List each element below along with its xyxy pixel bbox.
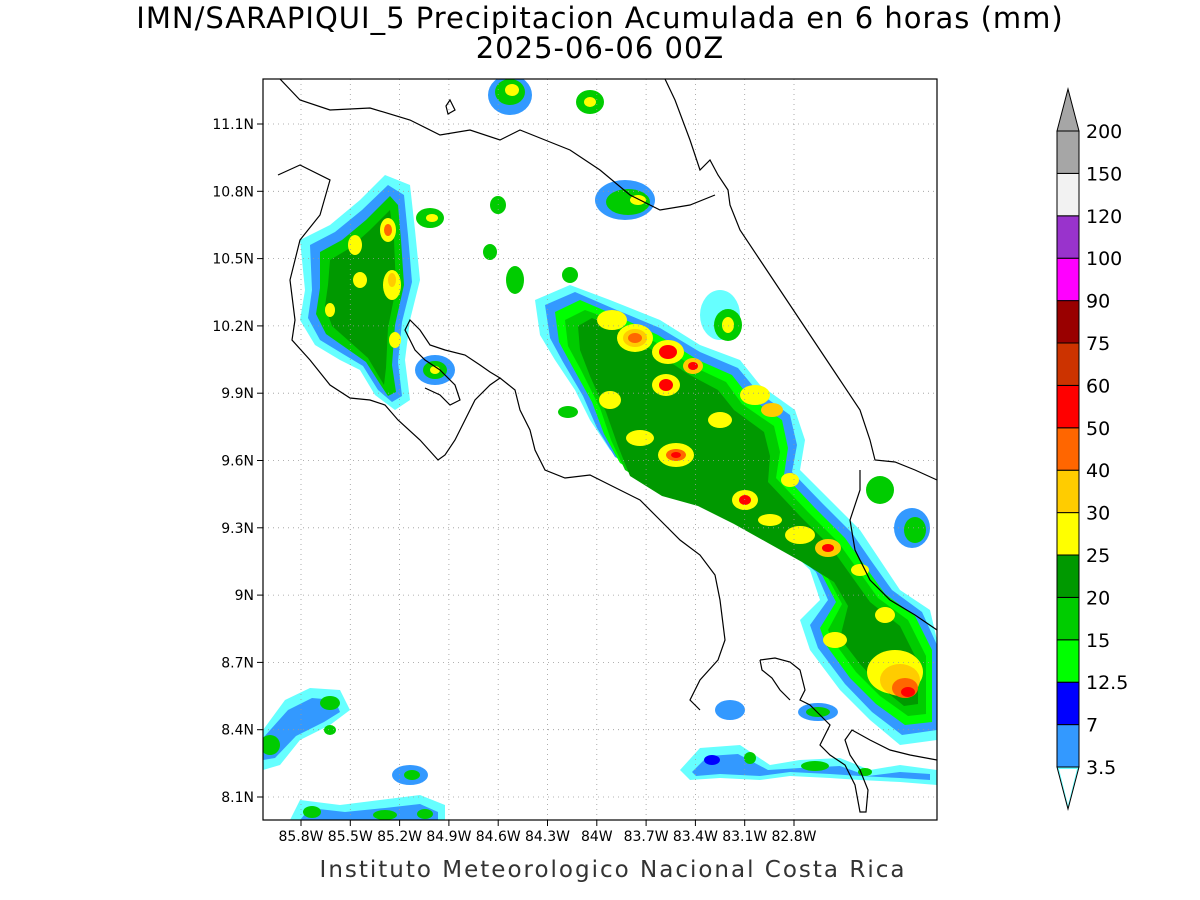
colorbar-label: 20 — [1086, 587, 1110, 609]
lon-tick-label: 85.2W — [377, 829, 422, 845]
colorbar-label: 25 — [1086, 545, 1110, 567]
lon-tick-label: 82.8W — [771, 829, 816, 845]
colorbar-box — [1056, 639, 1080, 683]
golfo-dulce — [759, 659, 791, 701]
colorbar-box — [1056, 512, 1080, 556]
lon-tick-label: 83.4W — [673, 829, 718, 845]
pacific-coast-central — [499, 377, 726, 711]
lon-tick-label: 85.5W — [328, 829, 373, 845]
rain-cluster-northwest — [300, 175, 420, 410]
colorbar-label: 12.5 — [1086, 672, 1128, 694]
colorbar-box — [1056, 300, 1080, 344]
lon-tick-label: 84.9W — [426, 829, 471, 845]
map-panel: 85.8W 85.5W 85.2W 84.9W 84.6W 84.3W 84W 83.7W 83… — [212, 78, 938, 845]
colorbar-legend: 3.5 7 12.5 15 20 25 30 40 50 60 75 90 100 120 150 200 — [1056, 87, 1128, 811]
precipitation-field — [263, 79, 937, 820]
lat-tick-label: 9N — [235, 588, 254, 604]
colorbar-box — [1056, 257, 1080, 302]
map-subtitle-datetime: 2025-06-06 00Z — [476, 31, 725, 65]
colorbar-box — [1056, 469, 1080, 514]
caribbean-coast — [664, 79, 937, 481]
panama-border — [849, 470, 937, 631]
colorbar-box — [1056, 342, 1080, 386]
colorbar-label: 60 — [1086, 375, 1110, 397]
colorbar-box — [1056, 554, 1080, 598]
colorbar-box — [1056, 681, 1080, 726]
lat-tick-label: 9.3N — [221, 521, 254, 537]
rain-cells-scattered — [415, 79, 930, 721]
lon-tick-label: 85.8W — [278, 829, 323, 845]
nicaragua-border — [279, 79, 716, 211]
colorbar-top-arrow — [1056, 87, 1080, 132]
lon-tick-label: 84.6W — [476, 829, 521, 845]
colorbar-label: 75 — [1086, 333, 1110, 355]
lat-tick-label: 8.7N — [221, 655, 254, 671]
coastline-borders — [277, 79, 937, 813]
lat-tick-label: 8.4N — [221, 723, 254, 739]
lat-tick-label: 10.2N — [212, 319, 254, 335]
colorbar-box — [1056, 596, 1080, 641]
osa-peninsula — [759, 657, 937, 813]
colorbar-bottom-arrow-fill — [1059, 769, 1077, 805]
lake-island — [445, 98, 456, 115]
colorbar-label: 100 — [1086, 248, 1122, 270]
colorbar-label: 3.5 — [1086, 757, 1116, 779]
rain-band-south-coast — [680, 745, 937, 785]
lon-tick-label: 83.1W — [722, 829, 767, 845]
colorbar-label: 15 — [1086, 630, 1110, 652]
colorbar-label: 30 — [1086, 503, 1110, 525]
colorbar-label: 200 — [1086, 121, 1122, 143]
map-frame — [262, 78, 938, 821]
colorbar-label: 50 — [1086, 418, 1110, 440]
lon-tick-label: 84.3W — [525, 829, 570, 845]
lat-tick-label: 10.5N — [212, 252, 254, 268]
lat-tick-label: 9.9N — [221, 386, 254, 402]
rain-cluster-southwest — [263, 688, 445, 820]
colorbar-label: 40 — [1086, 460, 1110, 482]
lat-tick-label: 10.8N — [212, 184, 254, 200]
axis-ticks: 85.8W 85.5W 85.2W 84.9W 84.6W 84.3W 84W 83.7W 83… — [212, 117, 816, 845]
colorbar-box — [1056, 215, 1080, 259]
colorbar-label: 150 — [1086, 163, 1122, 185]
colorbar-box — [1056, 130, 1080, 174]
lon-tick-label: 84W — [581, 829, 613, 845]
colorbar-label: 7 — [1086, 715, 1098, 737]
pacific-coast-nicoya — [277, 164, 502, 461]
colorbar-box — [1056, 384, 1080, 429]
colorbar-box — [1056, 724, 1080, 768]
lat-tick-label: 8.1N — [221, 790, 254, 806]
rain-band-central — [535, 285, 937, 745]
lon-tick-label: 83.7W — [624, 829, 669, 845]
colorbar-label: 120 — [1086, 206, 1122, 228]
lat-tick-label: 11.1N — [212, 117, 254, 133]
footer-institution: Instituto Meteorologico Nacional Costa R… — [320, 857, 907, 883]
map-title: IMN/SARAPIQUI_5 Precipitacion Acumulada … — [136, 1, 1063, 35]
colorbar-box — [1056, 172, 1080, 217]
lat-tick-label: 9.6N — [221, 454, 254, 470]
colorbar-label: 90 — [1086, 291, 1110, 313]
colorbar-box — [1056, 427, 1080, 471]
